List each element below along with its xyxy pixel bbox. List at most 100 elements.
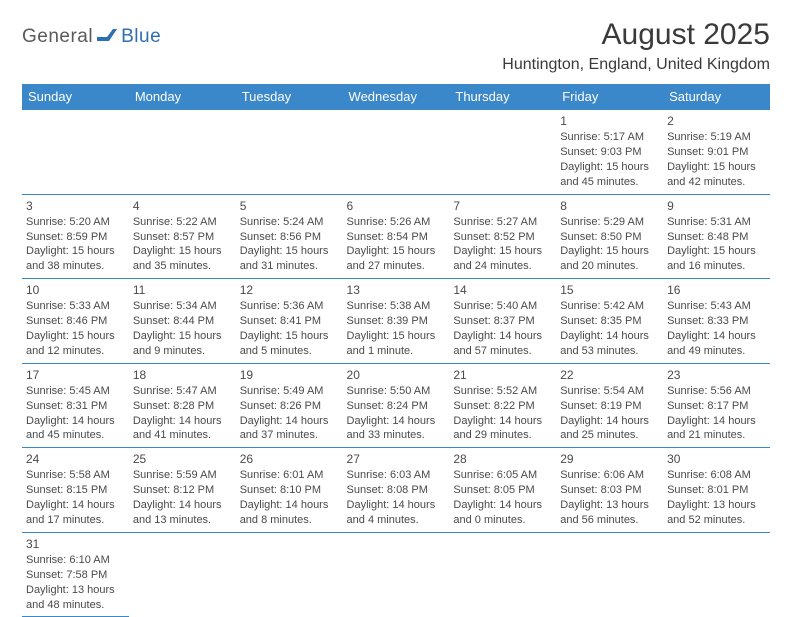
sunset-text: Sunset: 8:50 PM: [560, 230, 659, 245]
d2-text: and 56 minutes.: [560, 513, 659, 528]
calendar-cell: [236, 532, 343, 617]
sunrise-text: Sunrise: 5:34 AM: [133, 299, 232, 314]
calendar-cell: 10Sunrise: 5:33 AMSunset: 8:46 PMDayligh…: [22, 279, 129, 364]
sunset-text: Sunset: 8:17 PM: [667, 399, 766, 414]
day-number: 3: [26, 198, 125, 214]
sunrise-text: Sunrise: 6:10 AM: [26, 553, 125, 568]
calendar-cell: 11Sunrise: 5:34 AMSunset: 8:44 PMDayligh…: [129, 279, 236, 364]
calendar-cell: 30Sunrise: 6:08 AMSunset: 8:01 PMDayligh…: [663, 448, 770, 533]
calendar-cell: 27Sunrise: 6:03 AMSunset: 8:08 PMDayligh…: [343, 448, 450, 533]
calendar-cell: 9Sunrise: 5:31 AMSunset: 8:48 PMDaylight…: [663, 194, 770, 279]
calendar-cell: 23Sunrise: 5:56 AMSunset: 8:17 PMDayligh…: [663, 363, 770, 448]
sunrise-text: Sunrise: 5:29 AM: [560, 215, 659, 230]
day-number: 12: [240, 282, 339, 298]
sunrise-text: Sunrise: 5:17 AM: [560, 130, 659, 145]
d2-text: and 13 minutes.: [133, 513, 232, 528]
d2-text: and 48 minutes.: [26, 598, 125, 613]
sunset-text: Sunset: 8:28 PM: [133, 399, 232, 414]
calendar-cell: 19Sunrise: 5:49 AMSunset: 8:26 PMDayligh…: [236, 363, 343, 448]
d1-text: Daylight: 15 hours: [347, 329, 446, 344]
day-number: 8: [560, 198, 659, 214]
day-header: Sunday: [22, 84, 129, 110]
calendar-cell: [236, 110, 343, 195]
d2-text: and 53 minutes.: [560, 344, 659, 359]
sunrise-text: Sunrise: 6:06 AM: [560, 468, 659, 483]
d2-text: and 49 minutes.: [667, 344, 766, 359]
sunset-text: Sunset: 8:59 PM: [26, 230, 125, 245]
d1-text: Daylight: 14 hours: [453, 498, 552, 513]
day-number: 2: [667, 113, 766, 129]
d1-text: Daylight: 14 hours: [133, 414, 232, 429]
calendar-cell: 16Sunrise: 5:43 AMSunset: 8:33 PMDayligh…: [663, 279, 770, 364]
day-header: Tuesday: [236, 84, 343, 110]
calendar-cell: 24Sunrise: 5:58 AMSunset: 8:15 PMDayligh…: [22, 448, 129, 533]
sunset-text: Sunset: 8:54 PM: [347, 230, 446, 245]
calendar-cell: [556, 532, 663, 617]
sunrise-text: Sunrise: 5:56 AM: [667, 384, 766, 399]
sunrise-text: Sunrise: 5:43 AM: [667, 299, 766, 314]
sunrise-text: Sunrise: 6:03 AM: [347, 468, 446, 483]
calendar-cell: 7Sunrise: 5:27 AMSunset: 8:52 PMDaylight…: [449, 194, 556, 279]
sunrise-text: Sunrise: 5:33 AM: [26, 299, 125, 314]
day-number: 11: [133, 282, 232, 298]
d2-text: and 1 minute.: [347, 344, 446, 359]
d2-text: and 42 minutes.: [667, 175, 766, 190]
d2-text: and 35 minutes.: [133, 259, 232, 274]
d1-text: Daylight: 15 hours: [560, 244, 659, 259]
d1-text: Daylight: 14 hours: [453, 414, 552, 429]
calendar-cell: 1Sunrise: 5:17 AMSunset: 9:03 PMDaylight…: [556, 110, 663, 195]
sunrise-text: Sunrise: 5:26 AM: [347, 215, 446, 230]
sunrise-text: Sunrise: 5:42 AM: [560, 299, 659, 314]
sunset-text: Sunset: 8:35 PM: [560, 314, 659, 329]
calendar-row: 24Sunrise: 5:58 AMSunset: 8:15 PMDayligh…: [22, 448, 770, 533]
d2-text: and 20 minutes.: [560, 259, 659, 274]
d2-text: and 25 minutes.: [560, 428, 659, 443]
calendar-cell: [343, 532, 450, 617]
sunrise-text: Sunrise: 5:50 AM: [347, 384, 446, 399]
day-number: 24: [26, 451, 125, 467]
sunrise-text: Sunrise: 5:52 AM: [453, 384, 552, 399]
calendar-row: 17Sunrise: 5:45 AMSunset: 8:31 PMDayligh…: [22, 363, 770, 448]
calendar-cell: 20Sunrise: 5:50 AMSunset: 8:24 PMDayligh…: [343, 363, 450, 448]
d1-text: Daylight: 15 hours: [667, 160, 766, 175]
d1-text: Daylight: 15 hours: [240, 329, 339, 344]
sunset-text: Sunset: 8:57 PM: [133, 230, 232, 245]
calendar-cell: [343, 110, 450, 195]
sunset-text: Sunset: 8:48 PM: [667, 230, 766, 245]
calendar-row: 10Sunrise: 5:33 AMSunset: 8:46 PMDayligh…: [22, 279, 770, 364]
d1-text: Daylight: 15 hours: [667, 244, 766, 259]
sunrise-text: Sunrise: 5:45 AM: [26, 384, 125, 399]
calendar-body: 1Sunrise: 5:17 AMSunset: 9:03 PMDaylight…: [22, 110, 770, 617]
flag-icon: [97, 27, 119, 48]
d2-text: and 0 minutes.: [453, 513, 552, 528]
d2-text: and 5 minutes.: [240, 344, 339, 359]
day-number: 20: [347, 367, 446, 383]
day-number: 31: [26, 536, 125, 552]
calendar-cell: 3Sunrise: 5:20 AMSunset: 8:59 PMDaylight…: [22, 194, 129, 279]
d2-text: and 8 minutes.: [240, 513, 339, 528]
d1-text: Daylight: 15 hours: [347, 244, 446, 259]
d1-text: Daylight: 13 hours: [667, 498, 766, 513]
d2-text: and 27 minutes.: [347, 259, 446, 274]
sunrise-text: Sunrise: 6:08 AM: [667, 468, 766, 483]
logo-text-general: General: [22, 26, 93, 48]
d2-text: and 45 minutes.: [560, 175, 659, 190]
sunset-text: Sunset: 8:10 PM: [240, 483, 339, 498]
sunrise-text: Sunrise: 5:20 AM: [26, 215, 125, 230]
d2-text: and 41 minutes.: [133, 428, 232, 443]
sunset-text: Sunset: 8:03 PM: [560, 483, 659, 498]
day-number: 18: [133, 367, 232, 383]
day-header: Saturday: [663, 84, 770, 110]
sunrise-text: Sunrise: 5:36 AM: [240, 299, 339, 314]
logo-text-blue: Blue: [121, 26, 161, 48]
sunset-text: Sunset: 8:33 PM: [667, 314, 766, 329]
day-number: 22: [560, 367, 659, 383]
d1-text: Daylight: 14 hours: [240, 414, 339, 429]
d2-text: and 21 minutes.: [667, 428, 766, 443]
sunrise-text: Sunrise: 5:58 AM: [26, 468, 125, 483]
day-number: 10: [26, 282, 125, 298]
d2-text: and 33 minutes.: [347, 428, 446, 443]
calendar-cell: [129, 532, 236, 617]
sunset-text: Sunset: 8:12 PM: [133, 483, 232, 498]
calendar-cell: [129, 110, 236, 195]
